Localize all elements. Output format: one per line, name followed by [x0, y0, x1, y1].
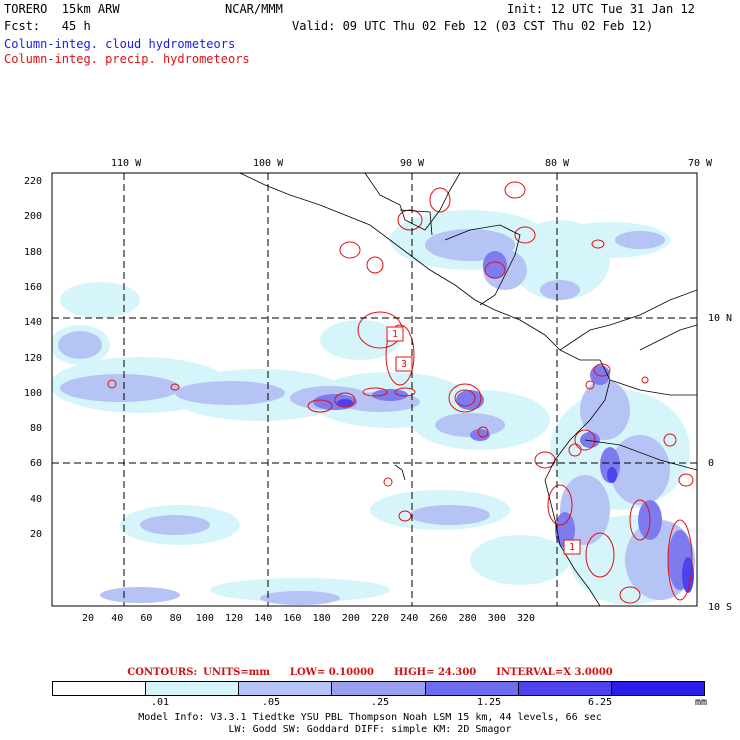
- y-tick-label: 200: [24, 211, 43, 223]
- y-tick-label: 20: [30, 529, 43, 540]
- lon-label-70w: 70 W: [688, 158, 713, 169]
- y-tick-label: 180: [24, 246, 43, 258]
- cloud-shading: [52, 210, 695, 605]
- scale-swatch: [146, 682, 240, 695]
- x-tick-label: 180: [312, 613, 331, 624]
- contour-high: HIGH= 24.300: [393, 667, 477, 678]
- x-tick-label: 20: [82, 613, 95, 624]
- x-tick-label: 160: [283, 613, 302, 624]
- lon-label-80w: 80 W: [545, 158, 570, 169]
- lat-label-0: 0: [708, 458, 715, 469]
- model-info: Model Info: V3.3.1 Tiedtke YSU PBL Thomp…: [138, 712, 602, 723]
- contour-info: CONTOURS: UNITS=mm LOW= 0.10000 HIGH= 24.30…: [0, 667, 740, 678]
- model-title: TORERO 15km ARW: [4, 2, 120, 16]
- institution: NCAR/MMM: [225, 2, 283, 16]
- x-tick-label: 220: [371, 613, 390, 624]
- precip-contours: [107, 181, 694, 604]
- y-tick-label: 40: [30, 493, 43, 505]
- scale-swatch: [239, 682, 333, 695]
- field-precip-label: Column-integ. precip. hydrometeors: [4, 52, 250, 66]
- y-tick-label: 100: [24, 387, 43, 399]
- scale-label-625: 6.25: [588, 697, 613, 708]
- x-tick-label: 300: [487, 613, 506, 624]
- lon-label-100w: 100 W: [253, 158, 284, 169]
- x-tick-label: 280: [458, 613, 477, 624]
- y-tick-label: 80: [30, 423, 43, 435]
- y-tick-label: 60: [30, 458, 43, 470]
- x-tick-label: 240: [400, 613, 419, 624]
- box-label-2: 3: [401, 359, 408, 370]
- contour-label: CONTOURS:: [127, 667, 198, 678]
- graticule: [52, 173, 697, 606]
- scale-swatch: [332, 682, 426, 695]
- label-boxes: [386, 326, 581, 555]
- x-tick-label: 120: [225, 613, 244, 624]
- y-tick-label: 120: [24, 352, 43, 364]
- x-tick-label: 260: [429, 613, 448, 624]
- field-cloud-label: Column-integ. cloud hydrometeors: [4, 37, 236, 51]
- y-tick-label: 220: [24, 176, 43, 187]
- box-label-3: 1: [569, 542, 576, 553]
- y-tick-label: 140: [24, 317, 43, 329]
- scale-label-001: .01: [151, 697, 170, 708]
- forecast-hour: Fcst: 45 h: [4, 19, 91, 33]
- scale-swatch: [425, 682, 519, 695]
- scale-label-005: .05: [262, 697, 281, 708]
- y-tick-label: 160: [24, 281, 43, 293]
- scale-label-025: .25: [371, 697, 390, 708]
- lat-label-10n: 10 N: [708, 313, 733, 324]
- scale-label-125: 1.25: [477, 697, 502, 708]
- x-tick-label: 40: [111, 613, 124, 624]
- scale-swatch: [53, 682, 147, 695]
- box-label-1: 1: [392, 329, 399, 340]
- contour-low: LOW= 0.10000: [289, 667, 374, 678]
- valid-time: Valid: 09 UTC Thu 02 Feb 12 (03 CST Thu …: [292, 19, 654, 33]
- scale-unit: mm: [695, 697, 708, 708]
- x-tick-label: 320: [517, 613, 536, 624]
- x-tick-label: 80: [169, 613, 182, 624]
- x-tick-label: 140: [254, 613, 273, 624]
- scale-swatch: [611, 682, 704, 695]
- color-scale: [52, 681, 705, 696]
- contour-units: UNITS=mm: [203, 667, 270, 678]
- lon-label-90w: 90 W: [400, 158, 425, 169]
- contour-interval: INTERVAL=X 3.0000: [496, 667, 613, 678]
- x-tick-label: 200: [341, 613, 360, 624]
- x-tick-label: 100: [195, 613, 214, 624]
- x-tick-label: 60: [140, 613, 153, 624]
- lat-label-10s: 10 S: [708, 602, 733, 613]
- init-time: Init: 12 UTC Tue 31 Jan 12: [507, 2, 695, 16]
- map-frame: [51, 172, 698, 607]
- lon-label-110w: 110 W: [111, 158, 142, 169]
- scale-swatch: [518, 682, 612, 695]
- coastlines: [239, 173, 697, 606]
- model-physics: LW: Godd SW: Goddard DIFF: simple KM: 2D…: [228, 724, 512, 735]
